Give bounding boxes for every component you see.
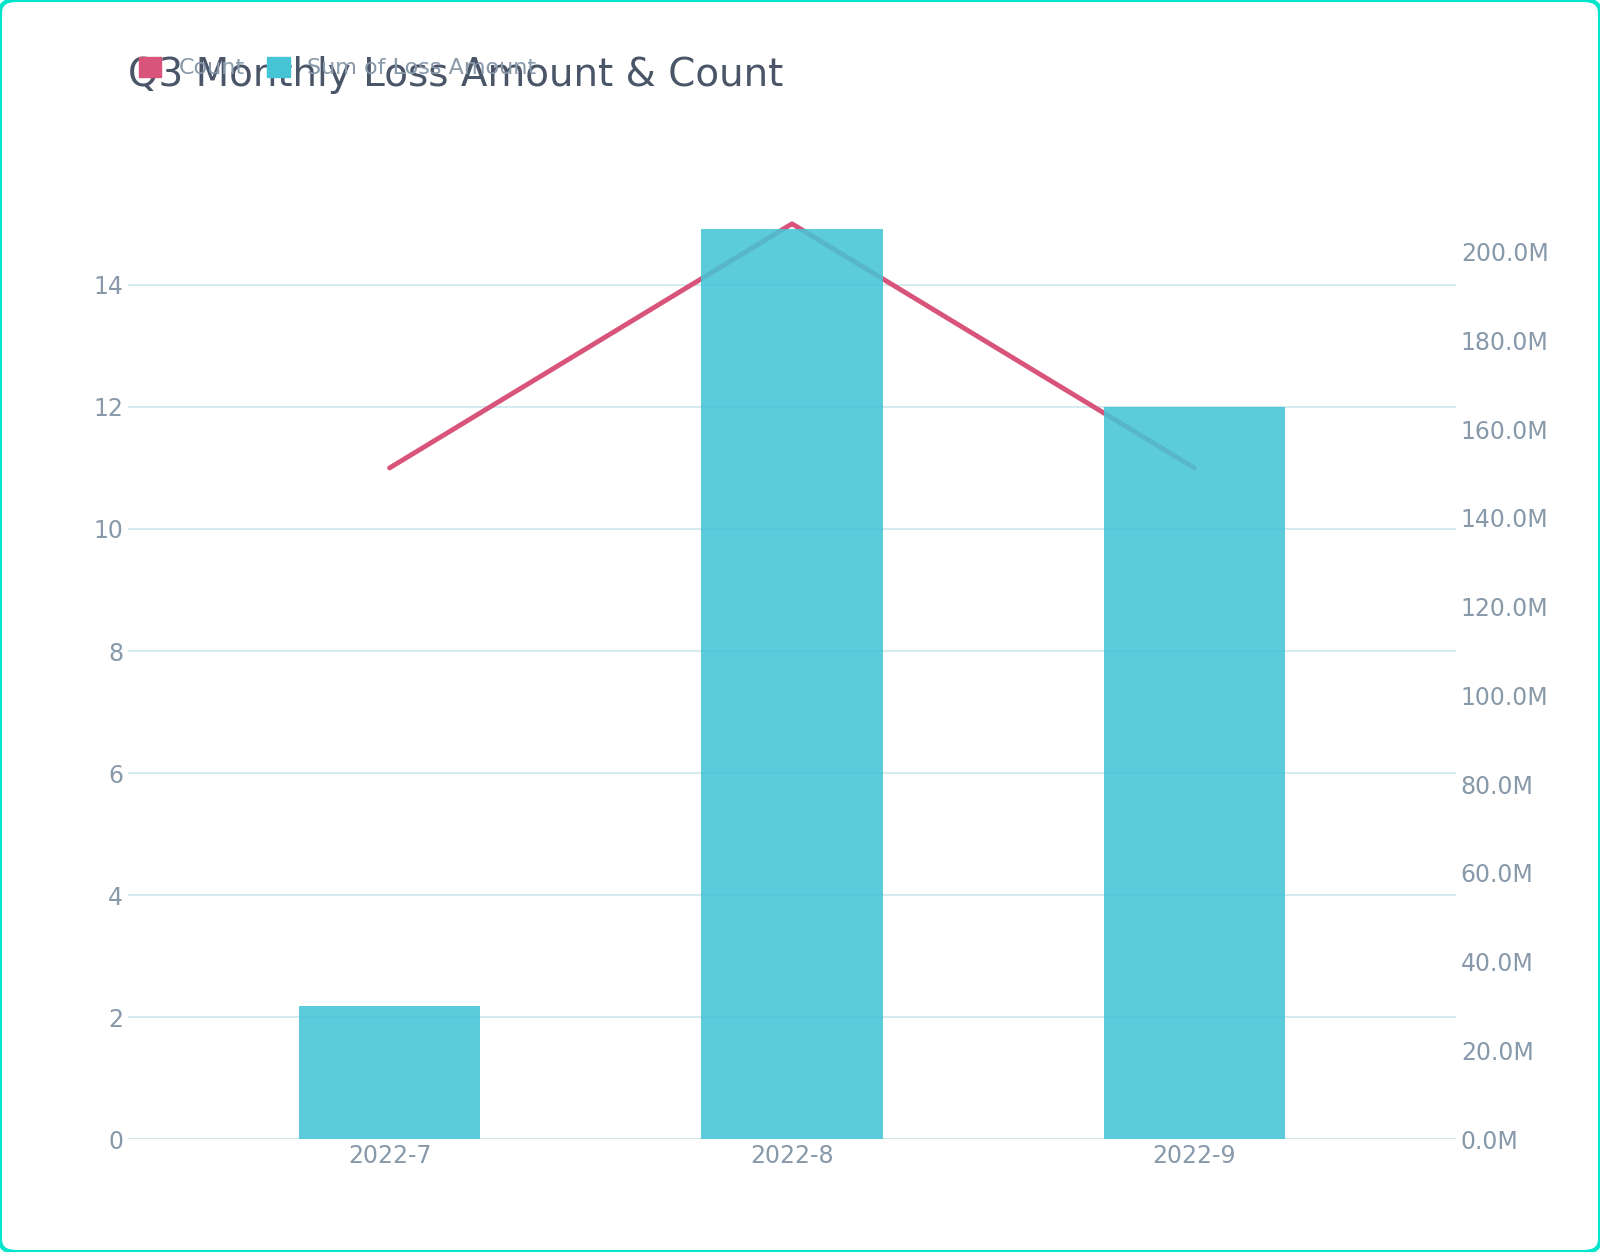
Bar [299, 1007, 480, 1139]
Legend: Count, Sum of Loss Amount: Count, Sum of Loss Amount [139, 56, 536, 78]
Text: Q3 Monthly Loss Amount & Count: Q3 Monthly Loss Amount & Count [128, 56, 784, 94]
Bar [1104, 407, 1285, 1139]
Bar [701, 229, 883, 1139]
